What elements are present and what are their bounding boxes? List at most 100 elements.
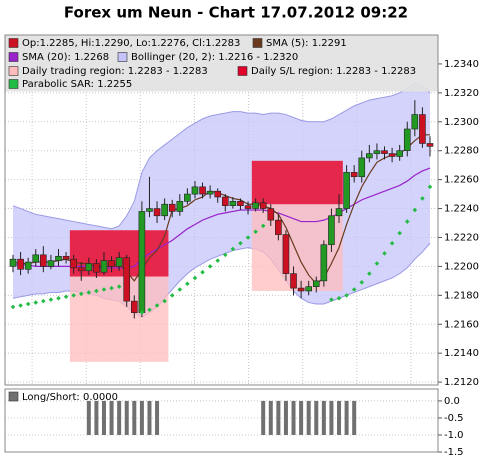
candle-body [32,254,40,263]
y-tick-label: 1.2180 [444,290,479,301]
candle-body [115,257,123,267]
y-tick-label: 0.0 [444,396,460,407]
candle-body [176,201,184,212]
legend-label: SMA (20): 1.2268 [22,52,109,63]
sma-line [13,167,431,269]
candle-body [9,258,17,267]
sar-dot [207,264,213,269]
y-tick-label: 1.2300 [444,117,479,128]
candle-body [419,114,426,144]
sar-dot [154,303,160,308]
candle-body [93,263,100,273]
candle-body [358,157,366,178]
candle-body [131,300,138,313]
candle-body [100,260,108,273]
legend-swatch [252,38,263,48]
candle-body [259,202,267,209]
sar-dot [374,261,380,266]
sar-dot [63,294,69,300]
bar [352,400,357,435]
bar [109,400,114,435]
legend-swatch [8,52,19,62]
y-tick-label: 1.2120 [444,377,479,388]
sar-dot [177,287,183,292]
legend-swatch [8,391,19,402]
bar [94,400,99,435]
sar-dot [382,251,387,256]
bar [147,400,152,435]
candle-body [55,255,62,261]
sar-dot [71,293,76,298]
y-tick-label: 1.2340 [444,59,479,70]
bar [329,400,334,435]
candle-body [328,215,335,246]
bar [291,400,296,435]
bar [321,400,326,435]
candle-body [206,190,214,195]
candle-body [320,244,328,282]
legend-swatch [117,52,128,62]
candle-body [221,196,229,206]
plot-frame [4,34,439,386]
candle-body [381,150,388,154]
sar-dot [41,298,46,304]
candle-body [373,150,381,154]
bar [124,400,129,435]
candle-body [305,286,312,292]
sar-dot [420,196,425,201]
y-tick-label: 1.2200 [444,261,479,272]
bar [306,400,311,435]
candle-body [350,172,358,178]
sar-dot [344,293,349,298]
legend-box [5,35,438,92]
bar [155,400,160,435]
y-tick-label: 1.2320 [444,88,479,99]
candle-body [335,208,343,217]
candle-body [47,260,55,267]
candle-body [40,254,47,267]
legend-label: Bollinger (20, 2): 1.2216 - 1.2320 [131,52,298,63]
sar-dot [427,184,433,190]
legend-swatch [237,66,248,76]
bar [268,400,273,435]
y-tick-label: -0.5 [444,413,464,424]
candle-body [199,186,206,195]
sma-line [12,134,430,285]
sar-dot [260,223,266,229]
candle-body [17,258,24,270]
candle-body [411,114,419,130]
candle-body [290,273,297,289]
candle-body [62,255,70,260]
y-tick-label: 1.2160 [444,319,479,330]
candle-body [161,203,168,217]
candle-body [297,287,305,292]
candle-body [403,128,411,152]
candle-body [343,172,350,209]
bar [314,400,319,435]
candle-body [244,205,252,209]
sar-dot [215,258,220,263]
sar-dot [336,295,342,301]
bollinger-upper [12,82,431,230]
candle-body [252,202,259,209]
legend-swatch [8,66,19,76]
bar [101,400,106,435]
y-tick-label: -1.5 [444,447,464,457]
legend-label: Parabolic SAR: 1.2255 [22,79,132,90]
sar-dot [139,310,145,315]
candle-body [275,219,282,235]
candle-body [146,208,153,212]
sar-dot [147,307,152,313]
bar [276,400,281,435]
candle-body [138,211,146,313]
bar [261,400,266,435]
sar-dot [162,298,167,304]
candle-body [85,263,93,272]
bar [86,400,91,435]
candle-body [70,258,77,269]
sar-dot [200,269,205,275]
sar-dot [367,271,372,276]
sar-dot [359,280,365,285]
candle-body [191,186,199,195]
